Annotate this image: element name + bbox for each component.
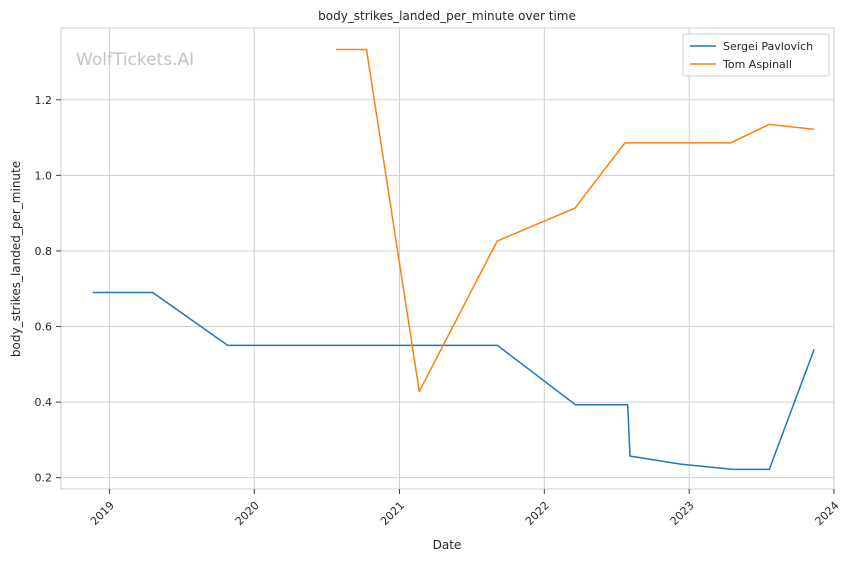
x-tick-label: 2019	[88, 499, 117, 528]
x-tick-label: 2020	[233, 499, 262, 528]
grid	[61, 28, 835, 489]
y-axis-ticks: 0.2 0.4 0.6 0.8 1.0 1.2	[35, 94, 61, 485]
x-axis-title: Date	[433, 538, 462, 552]
series-lines	[92, 48, 815, 471]
chart-title: body_strikes_landed_per_minute over time	[318, 9, 576, 23]
y-axis-title: body_strikes_landed_per_minute	[9, 161, 23, 357]
legend-box	[682, 33, 830, 77]
legend-label-sergei-pavlovich: Sergei Pavlovich	[723, 40, 813, 53]
plot-frame	[60, 27, 835, 490]
x-axis-ticks: 2019 2020 2021 2022 2023 2024	[88, 489, 842, 528]
watermark: WolfTickets.AI	[76, 50, 194, 70]
y-tick-label: 0.4	[35, 396, 53, 409]
legend-label-tom-aspinall: Tom Aspinall	[722, 58, 792, 71]
x-tick-label: 2024	[813, 499, 842, 528]
y-tick-label: 0.2	[35, 472, 53, 485]
legend: Sergei Pavlovich Tom Aspinall	[682, 33, 830, 77]
y-tick-label: 1.0	[35, 169, 53, 182]
series-line-tom-aspinall	[336, 48, 814, 393]
x-tick-label: 2022	[523, 499, 552, 528]
x-tick-label: 2021	[378, 499, 407, 528]
x-tick-label: 2023	[668, 499, 697, 528]
y-tick-label: 0.6	[35, 321, 53, 334]
y-tick-label: 0.8	[35, 245, 53, 258]
y-tick-label: 1.2	[35, 94, 53, 107]
series-line-sergei-pavlovich	[92, 291, 815, 471]
